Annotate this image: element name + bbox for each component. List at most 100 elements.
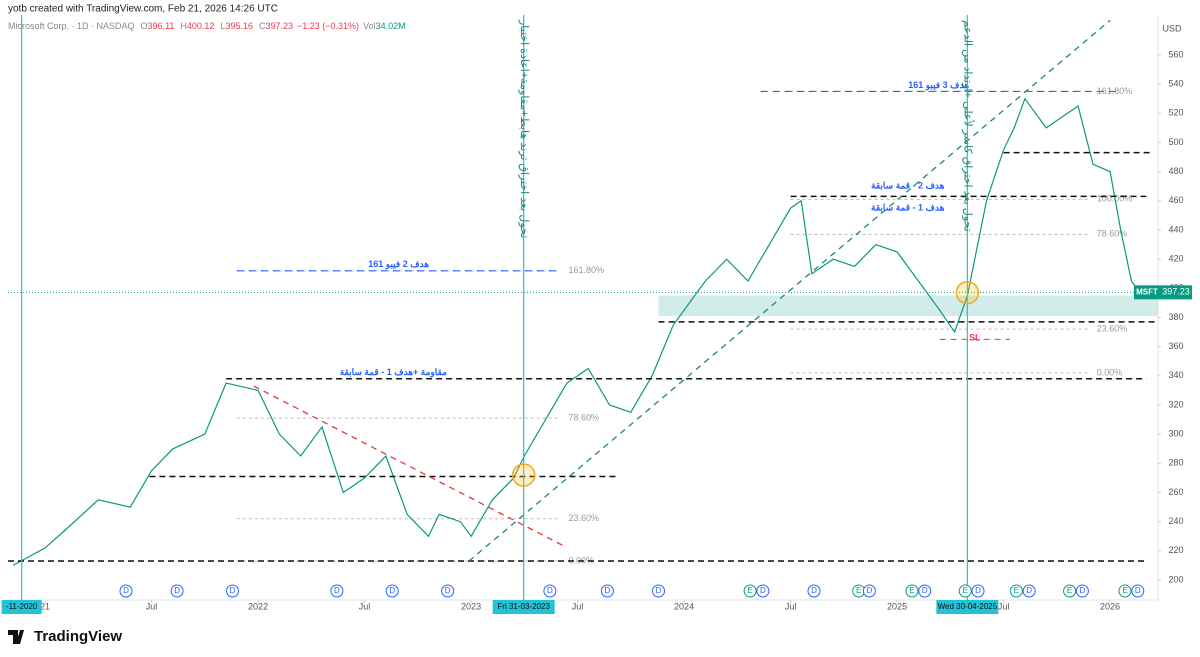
y-tick-label: 240 (1168, 516, 1183, 526)
legend-value: 400.12 (187, 21, 215, 31)
event-marker (756, 584, 770, 598)
fib-label: 78.60% (1097, 229, 1128, 239)
price-tag (1160, 285, 1192, 300)
ticker-label: MSFT (1136, 287, 1158, 296)
event-marker (119, 584, 133, 598)
target-label: هدف 2 فيبو 161 (368, 259, 429, 270)
y-tick-label: 380 (1168, 312, 1183, 322)
x-tick-label: 2026 (1100, 601, 1120, 611)
event-marker (652, 584, 666, 598)
date-label: Fri 31-03-2023 (497, 602, 550, 611)
highlight-circle (955, 280, 980, 305)
note: تحول بعد اختراق ترند هابط+مقاومة+اعادة ا… (518, 19, 530, 238)
event-label: D (975, 586, 981, 595)
x-tick-label: Jul (998, 601, 1010, 611)
event-label: D (1135, 586, 1141, 595)
date-label: -11-2020 (6, 602, 38, 611)
y-tick-label: 340 (1168, 370, 1183, 380)
event-marker (971, 584, 985, 598)
y-tick-label: 420 (1168, 254, 1183, 264)
y-tick-label: 480 (1168, 166, 1183, 176)
x-tick-label: 2023 (461, 601, 481, 611)
trend-line (468, 19, 1111, 562)
x-tick-label: 2025 (887, 601, 907, 611)
credit: yotb created with TradingView.com, Feb 2… (8, 4, 278, 15)
y-tick-label: 260 (1168, 487, 1183, 497)
ticker-tag (1134, 285, 1160, 300)
price-label: 397.23 (1162, 287, 1190, 297)
event-marker (1131, 584, 1145, 598)
event-marker (1075, 584, 1089, 598)
x-tick-label: Jul (146, 601, 158, 611)
legend-key: O (141, 21, 148, 31)
legend-value: 397.23 (265, 21, 293, 31)
event-label: D (334, 586, 340, 595)
support-zone (658, 295, 1158, 317)
x-tick-label: Jul (359, 601, 371, 611)
event-marker (170, 584, 184, 598)
event-label: D (922, 586, 928, 595)
date-box (1, 600, 42, 614)
note: تحول بعد اختراق كاسر لأعلى +ارتداد من ال… (961, 20, 975, 232)
event-label: D (174, 586, 180, 595)
x-tick-label: 2024 (674, 601, 694, 611)
event-marker (543, 584, 557, 598)
target-label: هدف 3 فيبو 161 (908, 80, 969, 91)
y-tick-label: 220 (1168, 545, 1183, 555)
event-label: D (445, 586, 451, 595)
date-label: Wed 30-04-2025 (938, 602, 998, 611)
legend-key: H (180, 21, 187, 31)
event-label: E (963, 586, 968, 595)
event-label: E (747, 586, 752, 595)
trend-line (253, 385, 566, 548)
y-tick-label: 320 (1168, 399, 1183, 409)
currency: USD (1162, 23, 1182, 33)
legend-key: Vol (363, 21, 376, 31)
event-marker (958, 584, 972, 598)
y-tick-label: 520 (1168, 108, 1183, 118)
legend-symbol: Microsoft Corp. · 1D · NASDAQ (8, 21, 135, 31)
event-label: D (1079, 586, 1085, 595)
highlight-circle (511, 463, 536, 487)
legend: Microsoft Corp. · 1D · NASDAQ O396.11 H400… (8, 21, 406, 31)
event-marker (905, 584, 919, 598)
event-label: D (123, 586, 129, 595)
event-marker (743, 584, 757, 598)
event-marker (441, 584, 455, 598)
event-label: D (811, 586, 817, 595)
fib-label: 23.60% (569, 513, 600, 523)
legend-value: 395.16 (225, 21, 253, 31)
y-tick-label: 540 (1168, 79, 1183, 89)
event-label: E (856, 586, 861, 595)
event-marker (226, 584, 240, 598)
fib-label: 23.60% (1097, 324, 1128, 334)
y-tick-label: 200 (1168, 574, 1183, 584)
legend-key: C (259, 21, 266, 31)
y-tick-label: 500 (1168, 137, 1183, 147)
date-box (936, 600, 999, 614)
y-tick-label: 440 (1168, 224, 1183, 234)
date-box (492, 600, 555, 614)
logo: TradingView (34, 628, 122, 645)
legend-change: −1.23 (−0.31%) (297, 21, 359, 31)
event-label: D (389, 586, 395, 595)
event-marker (600, 584, 614, 598)
event-marker (1009, 584, 1023, 598)
event-marker (1063, 584, 1077, 598)
event-marker (330, 584, 344, 598)
target-label: هدف 1 - قمة سابقة (871, 202, 945, 212)
event-label: D (230, 586, 236, 595)
event-label: E (1067, 586, 1072, 595)
event-marker (1118, 584, 1132, 598)
fib-label: 161.80% (569, 265, 605, 275)
y-tick-label: 300 (1168, 429, 1183, 439)
event-label: D (604, 586, 610, 595)
fib-label: 78.60% (569, 413, 600, 423)
x-tick-label: 21 (40, 601, 50, 611)
event-marker (807, 584, 821, 598)
legend-key: L (220, 21, 225, 31)
stop-label: SL (969, 333, 981, 343)
target-label: هدف 2 - قمة سابقة (871, 180, 945, 190)
